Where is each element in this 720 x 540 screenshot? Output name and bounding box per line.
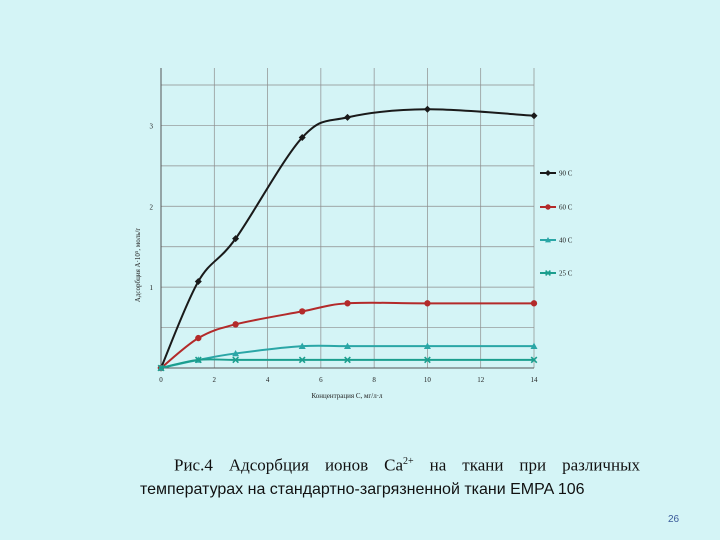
data-point-stroke [194,356,202,364]
caption-suffix: на ткани при различных [413,455,641,475]
chart-series [157,105,538,372]
data-point [298,134,306,142]
data-point-stroke [298,356,306,364]
legend-entry: 90 С [540,170,573,178]
x-tick-label: 12 [477,376,485,384]
legend-label: 40 С [559,237,573,245]
x-axis-label: Концентрация С, мг/л·л [311,392,383,400]
data-point [530,112,538,120]
data-point [194,356,202,364]
legend-entry: 40 С [540,237,573,245]
data-point [344,356,351,364]
data-point [157,364,165,372]
legend-entry: 60 С [540,204,573,212]
data-point [545,270,551,276]
data-point [344,300,351,307]
data-point [232,356,239,364]
data-point [530,300,538,307]
data-point-stroke [232,356,239,364]
data-point [195,334,202,342]
y-axis-label: Адсорбция А·10⁵, моль/г [134,228,142,303]
data-point [530,342,538,349]
data-point-stroke [545,270,551,276]
data-point-stroke [530,356,538,364]
data-point-stroke [344,356,351,364]
series-line [160,301,534,369]
data-point-stroke [424,356,431,364]
data-point [232,349,240,357]
legend-entry: 25 С [540,270,573,278]
series-circle [157,300,538,372]
y-tick-label: 3 [150,122,154,130]
chart-grid [160,68,535,369]
caption-line-2: температурах на стандартно-загрязненной … [140,480,585,498]
caption-line-1: Рис.4 Адсорбция ионов Са2+ на ткани при … [140,450,640,478]
legend-label: 90 С [559,170,573,178]
y-tick-label: 2 [150,203,154,211]
x-tick-label: 4 [266,376,270,384]
caption-superscript: 2+ [403,456,414,467]
data-point [545,237,551,243]
data-point [298,356,306,364]
data-point [424,356,431,364]
x-tick-label: 8 [372,376,376,384]
data-point [530,356,538,364]
legend-label: 25 С [559,270,573,278]
legend-label: 60 С [559,204,573,212]
data-point [344,342,351,349]
data-point [344,113,351,121]
data-point [194,277,202,285]
data-point [545,170,551,176]
series-cross [157,356,538,372]
data-point [423,342,431,349]
page-number: 26 [668,514,680,525]
data-point [232,321,239,328]
data-point [232,235,240,243]
series-line [160,344,534,369]
x-tick-label: 0 [159,376,163,384]
x-tick-label: 6 [319,376,323,384]
data-point [423,105,431,113]
data-point [545,204,551,210]
x-tick-label: 14 [531,376,539,384]
data-point-stroke [157,364,165,372]
x-tick-label: 2 [213,376,217,384]
data-point [298,342,306,349]
chart-legend: 90 С 60 С 40 С 25 С [540,170,573,278]
y-tick-label: 1 [150,284,154,292]
caption-prefix: Рис.4 Адсорбция ионов Са [174,455,404,475]
figure-caption: Рис.4 Адсорбция ионов Са2+ на ткани при … [140,450,640,502]
data-point [424,300,431,307]
data-point [299,308,306,315]
x-tick-label: 10 [424,376,432,384]
